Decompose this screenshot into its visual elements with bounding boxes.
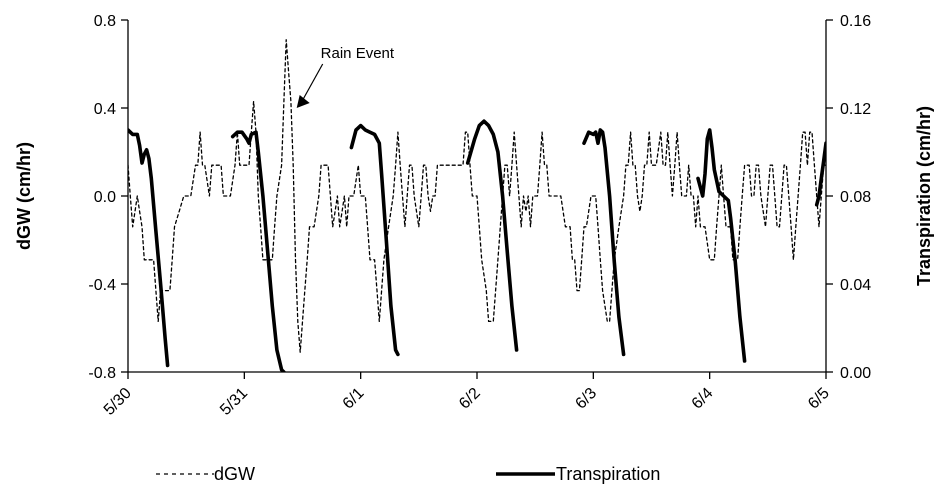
x-tick-label: 6/4 [689,385,717,413]
y-left-tick-label: 0.4 [94,101,116,118]
x-tick-label: 6/3 [572,385,600,413]
series-line-transpiration [696,128,747,363]
legend-label-transpiration: Transpiration [556,464,660,484]
series-line-transpiration [128,128,170,368]
y-right-tick-label: 0.12 [840,101,871,118]
y-right-tick-label: 0.04 [840,277,871,294]
y-left-axis-title: dGW (cm/hr) [14,142,34,250]
annotation-arrowhead [296,95,310,108]
x-tick-label: 6/2 [456,385,484,413]
y-left-tick-label: -0.4 [88,277,116,294]
annotation-label: Rain Event [321,45,395,62]
y-left-tick-label: -0.8 [88,365,116,382]
x-tick-label: 6/5 [805,385,833,413]
annotation-layer: Rain Event [296,45,395,108]
legend: dGW Transpiration [156,464,660,484]
x-tick-label: 5/30 [101,385,135,419]
legend-label-dgw: dGW [214,464,255,484]
y-right-tick-label: 0.08 [840,189,871,206]
series-line-transpiration [814,141,826,207]
series-line-transpiration [465,119,519,352]
series-line-transpiration [582,128,626,357]
x-tick-label: 5/31 [217,385,251,419]
x-tick-label: 6/1 [340,385,368,413]
series-layer [128,39,826,372]
axes: -0.8 -0.4 0.0 0.4 0.8 0.00 0.04 0.08 0.12 0.16 5/3… [14,13,934,419]
series-line-dgw [128,39,826,353]
y-left-tick-label: 0.8 [94,13,116,30]
y-right-tick-label: 0.00 [840,365,871,382]
series-line-transpiration [230,130,286,372]
y-right-tick-label: 0.16 [840,13,871,30]
y-right-axis-title: Transpiration (cm/hr) [914,106,934,286]
annotation-arrow-line [302,63,324,101]
series-line-transpiration [349,123,400,357]
y-left-tick-label: 0.0 [94,189,116,206]
